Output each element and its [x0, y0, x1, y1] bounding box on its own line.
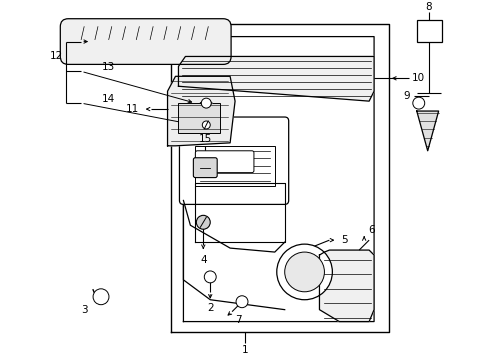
Text: 3: 3 — [81, 305, 87, 315]
Circle shape — [93, 289, 109, 305]
Circle shape — [284, 252, 324, 292]
Text: 7: 7 — [234, 315, 241, 325]
Circle shape — [412, 97, 424, 109]
Text: 12: 12 — [50, 51, 63, 62]
Circle shape — [276, 244, 332, 300]
Text: 10: 10 — [411, 73, 425, 83]
Circle shape — [201, 98, 211, 108]
Polygon shape — [178, 57, 373, 101]
Text: 4: 4 — [200, 255, 206, 265]
Circle shape — [202, 121, 210, 129]
Bar — [195, 146, 274, 185]
Polygon shape — [167, 76, 235, 146]
Polygon shape — [200, 99, 212, 107]
Text: 1: 1 — [241, 345, 248, 355]
FancyBboxPatch shape — [193, 158, 217, 177]
Text: 8: 8 — [425, 2, 431, 12]
Text: 6: 6 — [367, 225, 374, 235]
Circle shape — [204, 271, 216, 283]
Text: 14: 14 — [101, 94, 114, 104]
Circle shape — [196, 215, 210, 229]
FancyBboxPatch shape — [179, 117, 288, 204]
Text: 9: 9 — [403, 91, 409, 101]
Text: 2: 2 — [206, 303, 213, 313]
Text: 15: 15 — [198, 134, 211, 144]
Bar — [416, 20, 441, 41]
Polygon shape — [319, 250, 373, 321]
FancyBboxPatch shape — [195, 151, 253, 173]
FancyBboxPatch shape — [60, 19, 231, 64]
Text: 5: 5 — [340, 235, 347, 245]
Polygon shape — [416, 111, 438, 151]
Text: 13: 13 — [101, 62, 114, 72]
Bar — [178, 103, 220, 133]
Text: 11: 11 — [126, 104, 139, 114]
Circle shape — [236, 296, 247, 308]
